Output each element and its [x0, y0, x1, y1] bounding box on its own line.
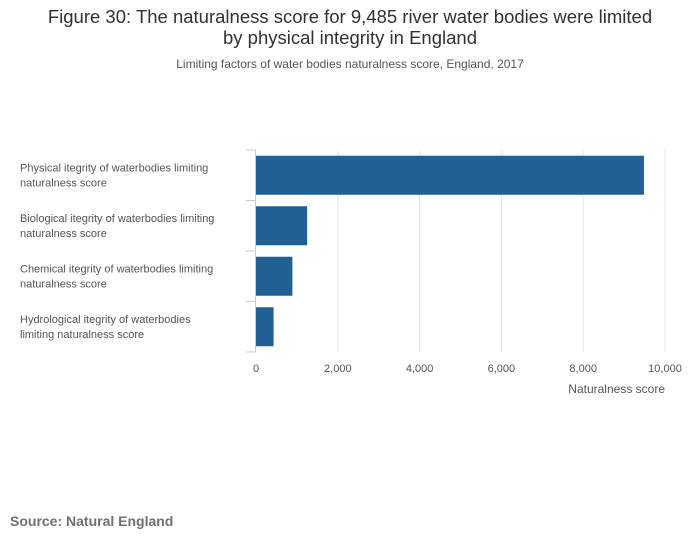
category-label: Physical itegrity of waterbodies limitin… — [20, 162, 208, 189]
x-tick-label: 8,000 — [569, 363, 597, 375]
x-tick-label: 0 — [253, 363, 259, 375]
x-tick-label: 2,000 — [324, 363, 352, 375]
x-tick-label: 10,000 — [648, 363, 682, 375]
bar — [256, 307, 274, 347]
category-label: Hydrological itegrity of waterbodies limi… — [20, 314, 191, 341]
bar — [256, 206, 308, 246]
x-axis-title: Naturalness score — [568, 382, 665, 396]
chart-title-line-2: by physical integrity in England — [222, 27, 477, 48]
source-note: Source: Natural England — [10, 513, 174, 529]
chart-title-line-1: Figure 30: The naturalness score for 9,4… — [47, 6, 653, 27]
category-label: Biological itegrity of waterbodies limit… — [20, 213, 214, 240]
x-tick-label: 6,000 — [488, 363, 516, 375]
category-label: Chemical itegrity of waterbodies limitin… — [20, 263, 213, 290]
chart-title: Figure 30: The naturalness score for 9,4… — [0, 6, 700, 48]
bar — [256, 256, 293, 296]
chart-subtitle: Limiting factors of water bodies natural… — [176, 57, 524, 71]
bar — [256, 155, 644, 195]
x-tick-label: 4,000 — [406, 363, 434, 375]
